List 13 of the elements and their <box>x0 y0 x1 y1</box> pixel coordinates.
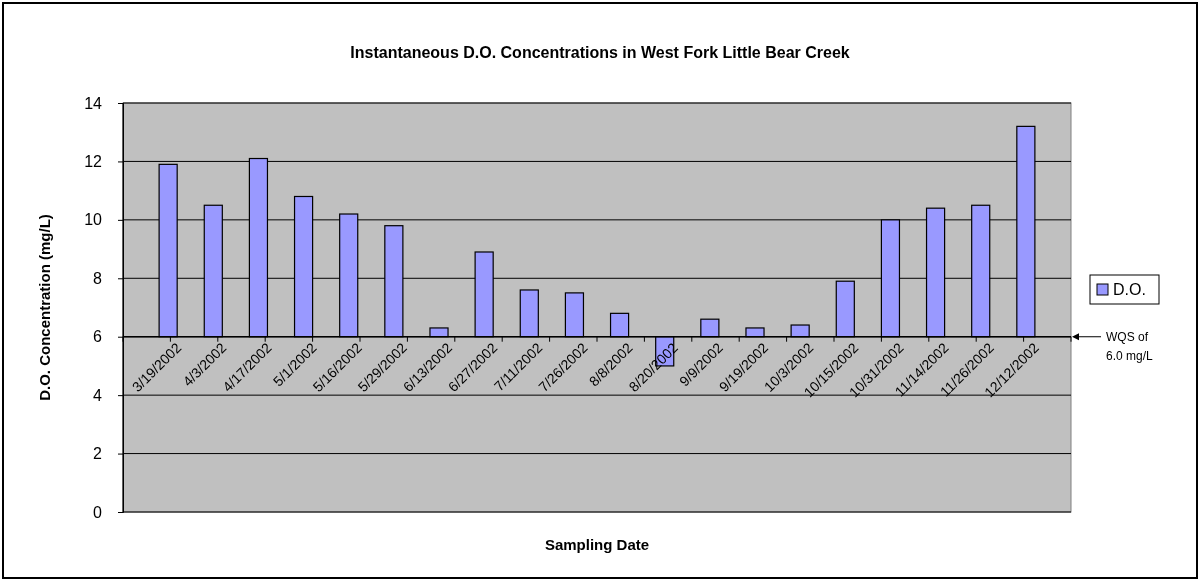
y-tick-label: 0 <box>93 503 103 521</box>
chart-title: Instantaneous D.O. Concentrations in West Fork Little Bear Creek <box>350 44 850 61</box>
y-tick-label: 12 <box>84 153 103 171</box>
text: WQS of 6.0 mg/L <box>1106 329 1154 363</box>
x-axis-title: Sampling Date <box>544 536 650 553</box>
y-tick-label: 8 <box>93 269 103 287</box>
y-tick-label: 6 <box>93 328 103 346</box>
y-tick-label: 2 <box>93 445 103 463</box>
y-tick-label: 14 <box>84 94 103 112</box>
y-tick-label: 4 <box>93 386 103 404</box>
legend-label: D.O. <box>1113 281 1146 298</box>
y-tick-label: 10 <box>84 211 103 229</box>
y-axis-title: D.O. Concentration (mg/L) <box>36 214 53 401</box>
